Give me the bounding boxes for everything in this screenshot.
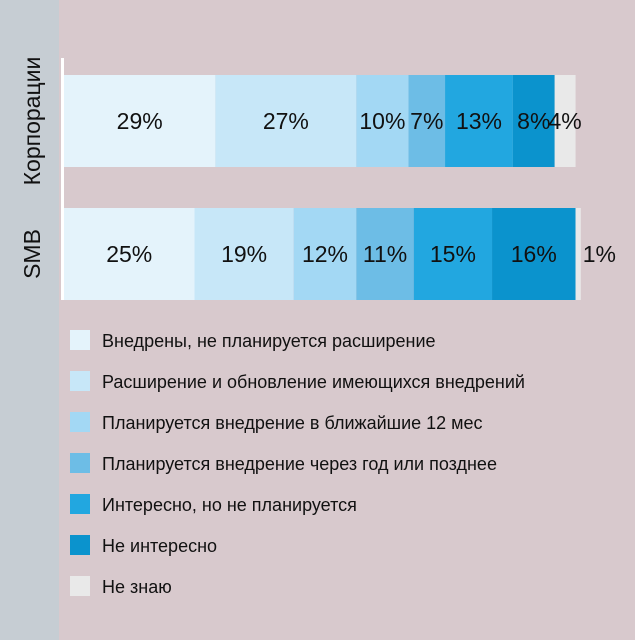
data-label: 13%: [456, 108, 502, 134]
data-label: 4%: [548, 108, 581, 134]
data-label: 10%: [359, 108, 405, 134]
bar-segment-2-5: [413, 208, 493, 300]
bar-segment-2-6: [492, 208, 576, 300]
data-label: 25%: [106, 241, 152, 267]
data-label: 27%: [263, 108, 309, 134]
legend-label: Планируется внедрение в ближайшие 12 мес: [102, 413, 483, 433]
legend-swatch: [70, 371, 90, 391]
data-label: 7%: [410, 108, 443, 134]
bar-segment-1-2: [215, 75, 357, 167]
legend-swatch: [70, 453, 90, 473]
data-label: 29%: [117, 108, 163, 134]
legend-swatch: [70, 535, 90, 555]
category-label: SMB: [19, 229, 45, 279]
bar-segment-2-4: [356, 208, 414, 300]
data-label: 1%: [583, 241, 616, 267]
data-label: 11%: [363, 241, 407, 267]
legend-swatch: [70, 330, 90, 350]
legend-label: Не знаю: [102, 577, 172, 597]
legend-label: Расширение и обновление имеющихся внедре…: [102, 372, 525, 392]
legend-label: Планируется внедрение через год или позд…: [102, 454, 497, 474]
bar-segment-1-1: [64, 75, 216, 167]
legend-swatch: [70, 494, 90, 514]
bar-segment-2-3: [293, 208, 357, 300]
category-strip: [0, 0, 59, 640]
bar-segment-1-4: [408, 75, 446, 167]
legend-label: Внедрены, не планируется расширение: [102, 331, 436, 351]
data-label: 16%: [511, 241, 557, 267]
legend-swatch: [70, 576, 90, 596]
bar-segment-1-5: [445, 75, 513, 167]
data-label: 12%: [302, 241, 348, 267]
data-label: 15%: [430, 241, 476, 267]
legend-label: Не интересно: [102, 536, 217, 556]
bar-segment-1-6: [512, 75, 555, 167]
category-label: Корпорации: [19, 57, 45, 186]
bar-segment-2-7: [575, 208, 581, 300]
bar-segment-2-1: [64, 208, 195, 300]
data-label: 19%: [221, 241, 267, 267]
bar-segment-1-7: [554, 75, 576, 167]
bar-segment-1-3: [356, 75, 409, 167]
legend-label: Интересно, но не планируется: [102, 495, 357, 515]
legend-swatch: [70, 412, 90, 432]
bar-segment-2-2: [194, 208, 294, 300]
data-label: 8%: [517, 108, 550, 134]
